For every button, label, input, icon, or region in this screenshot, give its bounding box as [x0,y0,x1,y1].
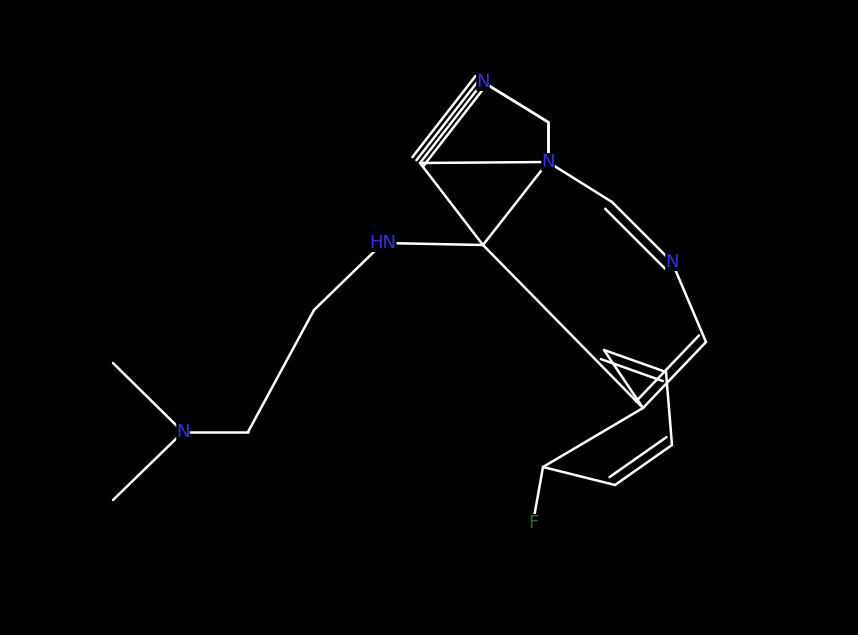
Text: N: N [476,73,490,91]
Text: HN: HN [370,234,396,252]
Text: N: N [541,153,555,171]
Text: N: N [665,253,679,271]
Text: F: F [528,514,538,532]
Text: N: N [176,423,190,441]
